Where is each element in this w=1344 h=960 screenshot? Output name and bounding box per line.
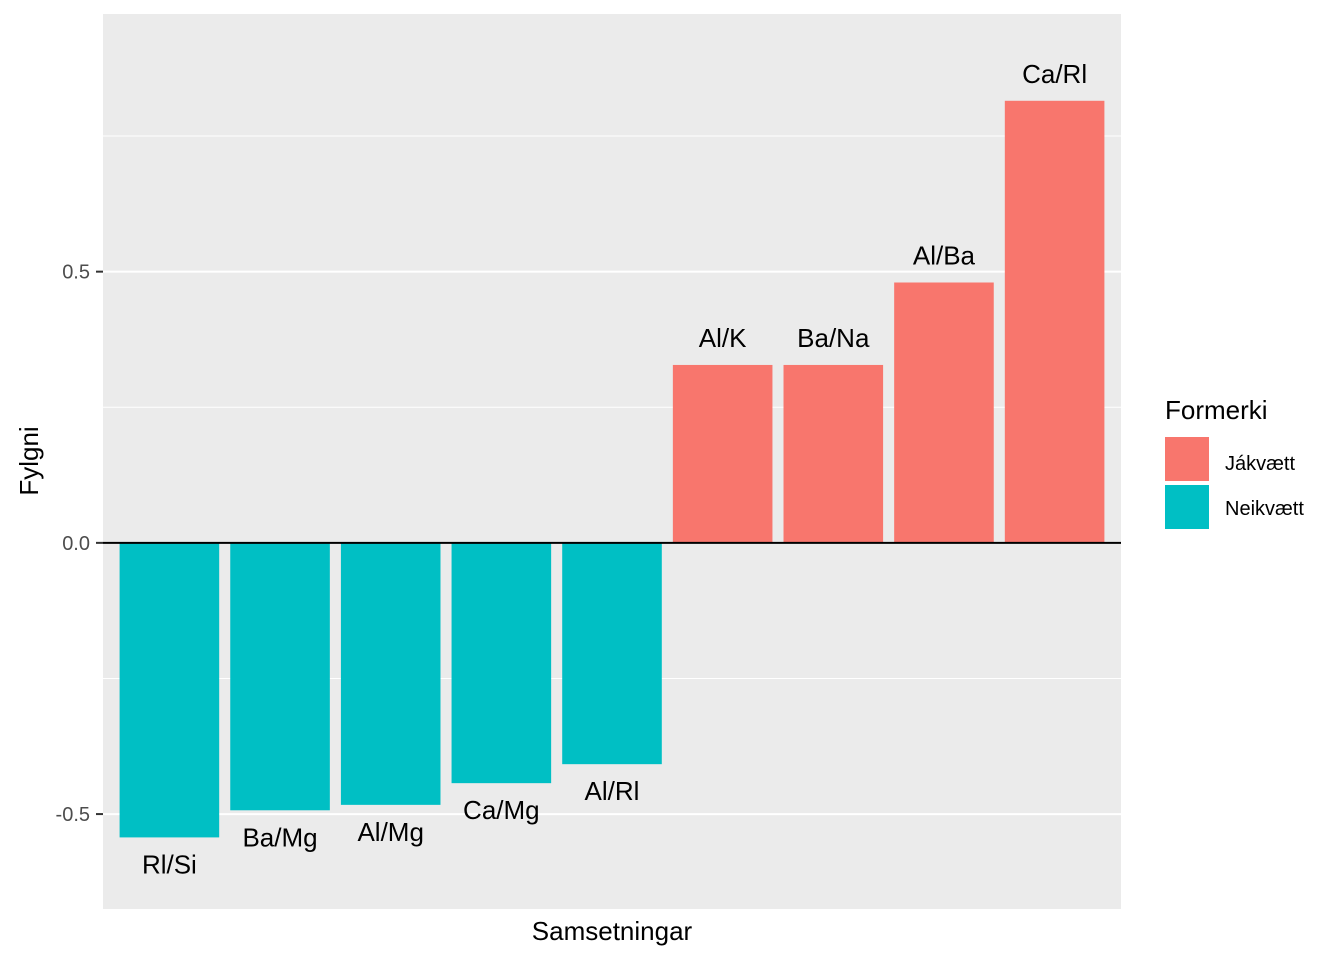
bar — [1004, 100, 1105, 543]
bar-label: Ca/Rl — [1022, 59, 1087, 89]
bar-label: Ba/Na — [797, 323, 870, 353]
bar — [562, 542, 662, 765]
y-tick-label: 0.0 — [62, 533, 90, 555]
bar-label: Al/Rl — [585, 776, 640, 806]
y-axis: -0.5 0.0 0.5 — [56, 262, 103, 826]
y-tick-label: 0.5 — [62, 262, 90, 284]
bar — [672, 364, 773, 543]
bars — [119, 100, 1105, 838]
bar-label: Ca/Mg — [463, 795, 540, 825]
y-axis-title: Fylgni — [14, 426, 44, 495]
bar — [119, 542, 220, 838]
y-tick-label: -0.5 — [56, 804, 90, 826]
bar-label: Al/Mg — [357, 817, 423, 847]
legend-key-jakvaett — [1165, 437, 1209, 481]
x-axis-title: Samsetningar — [532, 916, 693, 946]
bar — [451, 542, 552, 784]
bar-label: Ba/Mg — [242, 822, 317, 852]
bar-label: Al/Ba — [913, 241, 976, 271]
legend-key-neikvaett — [1165, 485, 1209, 529]
bar — [783, 364, 884, 543]
bar — [230, 542, 330, 811]
bar-label: Rl/Si — [142, 849, 197, 879]
legend-title: Formerki — [1165, 395, 1268, 425]
bar-label: Al/K — [699, 323, 747, 353]
bar-labels: Rl/Si Ba/Mg Al/Mg Ca/Mg Al/Rl Al/K Ba/Na Al/Ba C… — [142, 59, 1087, 880]
legend: Formerki Jákvætt Neikvætt — [1165, 395, 1304, 529]
legend-label-neikvaett: Neikvætt — [1225, 498, 1304, 520]
bar — [894, 282, 994, 543]
bar — [340, 542, 441, 805]
legend-label-jakvaett: Jákvætt — [1225, 453, 1295, 475]
